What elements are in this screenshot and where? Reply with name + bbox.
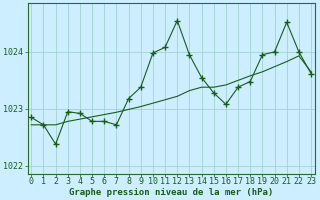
X-axis label: Graphe pression niveau de la mer (hPa): Graphe pression niveau de la mer (hPa) [69,188,273,197]
